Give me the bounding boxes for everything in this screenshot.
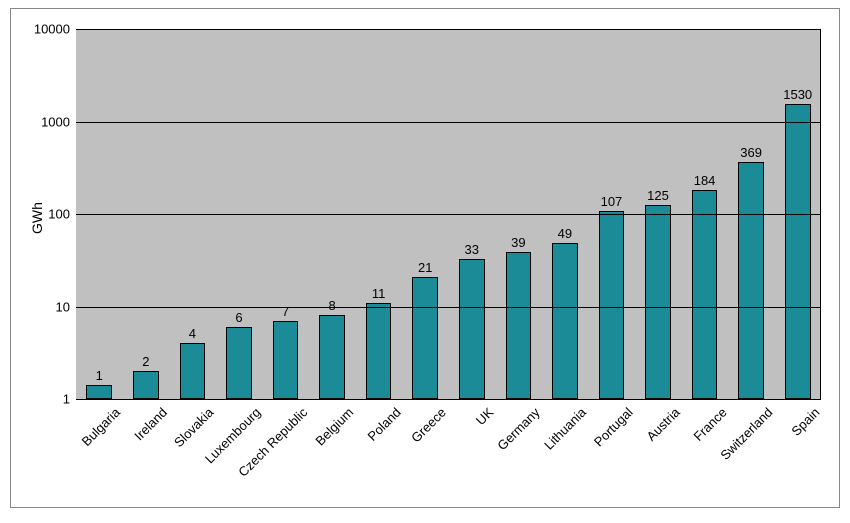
y-tick-label: 100 [48,207,76,222]
bar: 4 [180,343,206,399]
bar-value-label: 11 [372,286,386,301]
bar: 1 [86,385,112,399]
bar-value-label: 33 [465,242,479,257]
bar: 11 [366,303,392,399]
x-tick-label: Ireland [125,399,169,443]
bar-value-label: 1530 [783,87,812,102]
y-tick-label: 10000 [34,22,76,37]
bar-value-label: 1 [96,368,103,383]
bar: 33 [459,259,485,399]
bar-value-label: 369 [740,145,762,160]
x-tick-label: Germany [489,399,543,453]
y-axis-label: GWh [29,202,45,234]
bar-value-label: 6 [235,310,242,325]
x-tick-label: Greece [403,399,449,445]
gridline [76,214,821,215]
bar: 39 [506,252,532,399]
bar: 107 [599,211,625,399]
bar: 184 [692,190,718,399]
bar: 2 [133,371,159,399]
plot-area: 12467811213339491071251843691530 1101001… [76,29,821,399]
x-tick-label: Bulgaria [73,399,123,449]
y-tick-label: 1000 [41,114,76,129]
gridline [76,399,821,400]
bar-value-label: 21 [418,260,432,275]
bar: 1530 [785,104,811,399]
bar: 369 [738,162,764,399]
gridline [76,122,821,123]
bar: 21 [412,277,438,399]
x-tick-label: Lithuania [535,399,589,453]
x-tick-label: Poland [359,399,404,444]
bar-value-label: 49 [558,226,572,241]
bar-value-label: 39 [511,235,525,250]
y-tick-label: 1 [63,392,76,407]
chart-frame: 12467811213339491071251843691530 1101001… [10,8,840,508]
bar: 125 [645,205,671,399]
bar-value-label: 107 [601,194,623,209]
bar-value-label: 4 [189,326,196,341]
gridline [76,307,821,308]
x-tick-label: Belgium [307,399,356,448]
bar: 8 [319,315,345,399]
x-tick-label: Portugal [586,399,637,450]
bar: 49 [552,243,578,399]
y-tick-label: 10 [56,299,76,314]
bar-value-label: 184 [694,173,716,188]
bar-value-label: 2 [142,354,149,369]
gridline [76,29,821,30]
x-tick-label: Spain [782,399,822,439]
bar-value-label: 125 [647,188,669,203]
bar: 6 [226,327,252,399]
x-tick-label: Austria [638,399,683,444]
bar: 7 [273,321,299,399]
x-tick-label: UK [467,399,496,428]
